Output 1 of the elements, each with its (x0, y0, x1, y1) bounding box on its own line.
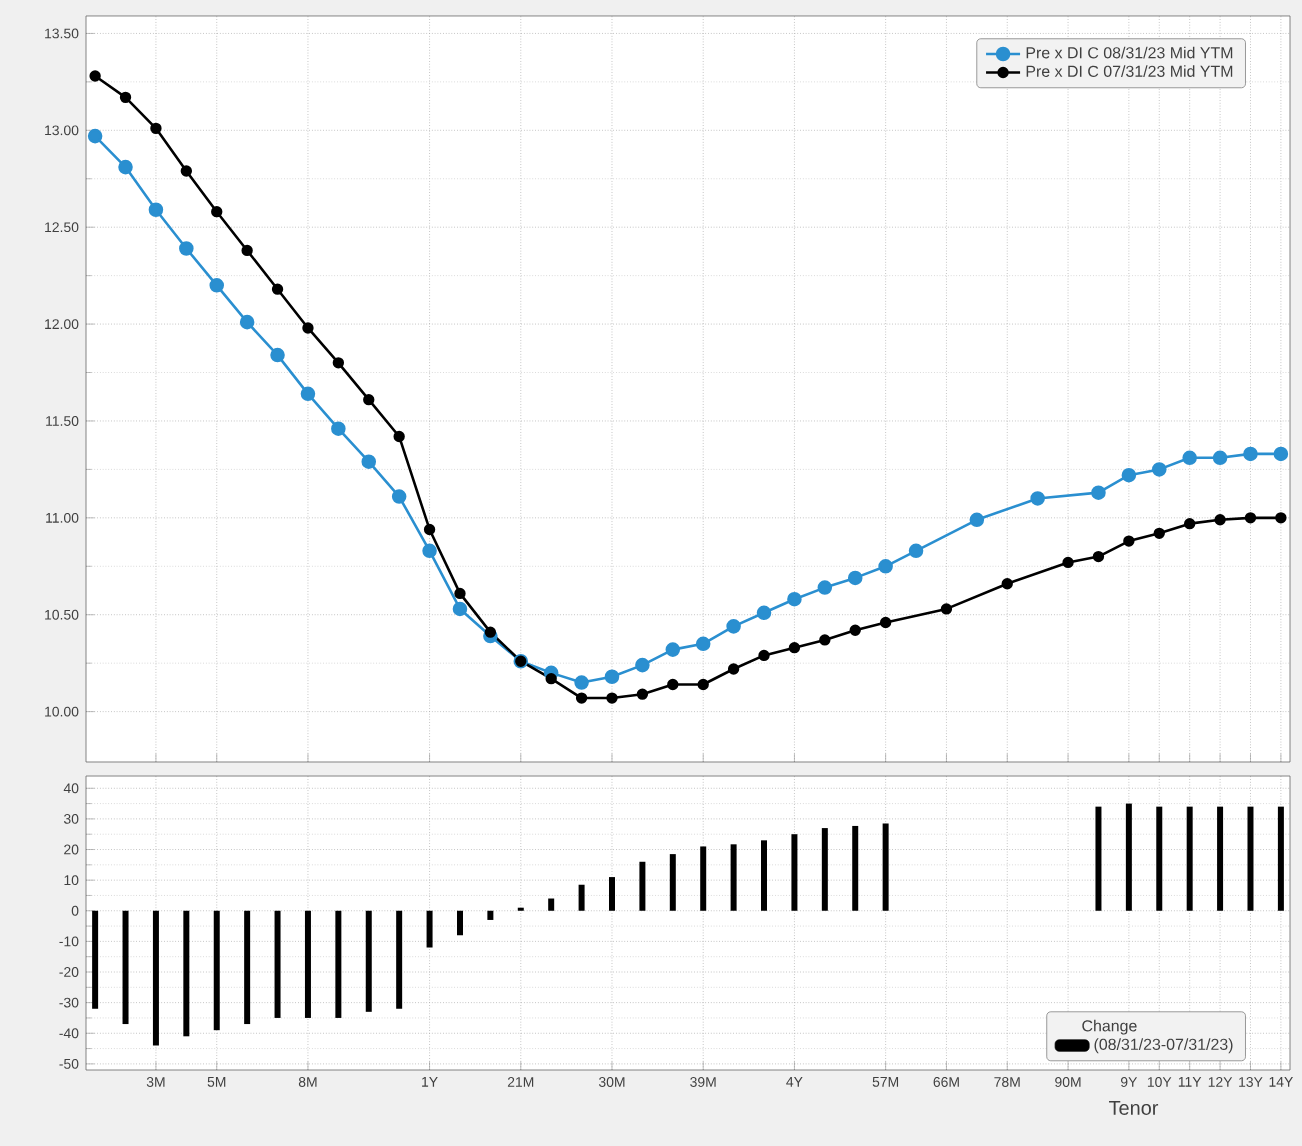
x-axis-title: Tenor (1109, 1101, 1159, 1115)
